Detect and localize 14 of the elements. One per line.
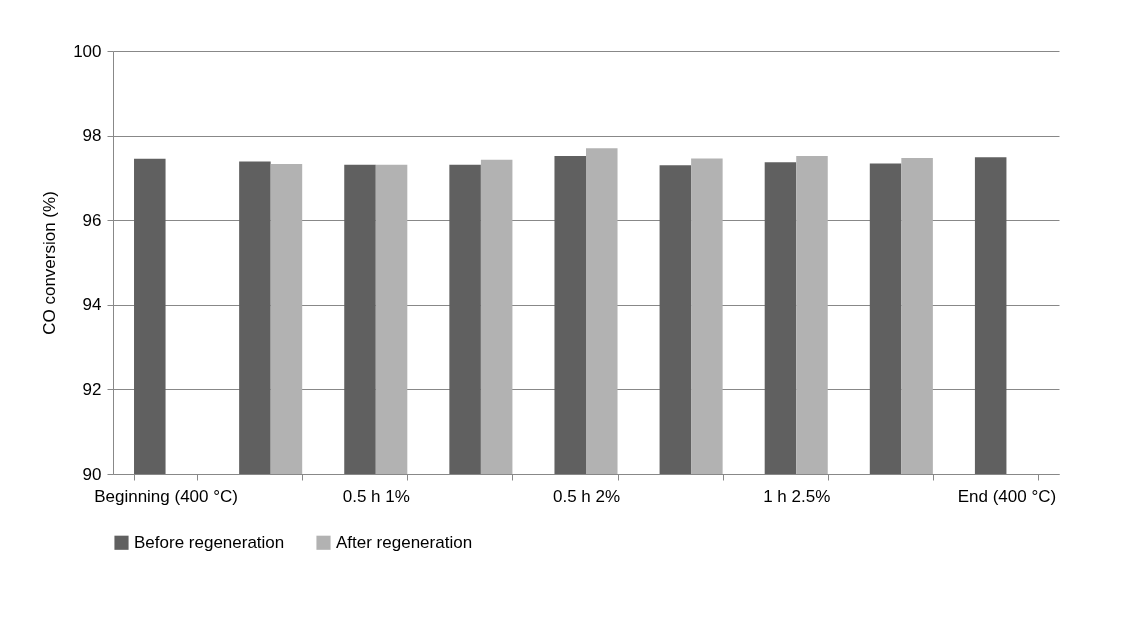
x-tick-label: 1 h 2.5% bbox=[763, 486, 831, 506]
y-tick-label: 98 bbox=[82, 126, 102, 146]
x-tick-label: 0.5 h 1% bbox=[342, 486, 410, 506]
y-axis-title: CO conversion (%) bbox=[40, 191, 60, 335]
legend-label: Before regeneration bbox=[134, 532, 285, 552]
y-tick-label: 96 bbox=[82, 210, 102, 230]
legend-label: After regeneration bbox=[336, 532, 473, 552]
y-tick-label: 92 bbox=[82, 379, 102, 399]
x-tick-label: End (400 °C) bbox=[957, 486, 1057, 506]
y-tick-label: 94 bbox=[82, 295, 102, 315]
x-tick-label: 0.5 h 2% bbox=[552, 486, 621, 506]
y-tick-label: 100 bbox=[73, 41, 102, 61]
x-tick-label: Beginning (400 °C) bbox=[94, 486, 238, 506]
y-tick-label: 90 bbox=[82, 464, 102, 484]
